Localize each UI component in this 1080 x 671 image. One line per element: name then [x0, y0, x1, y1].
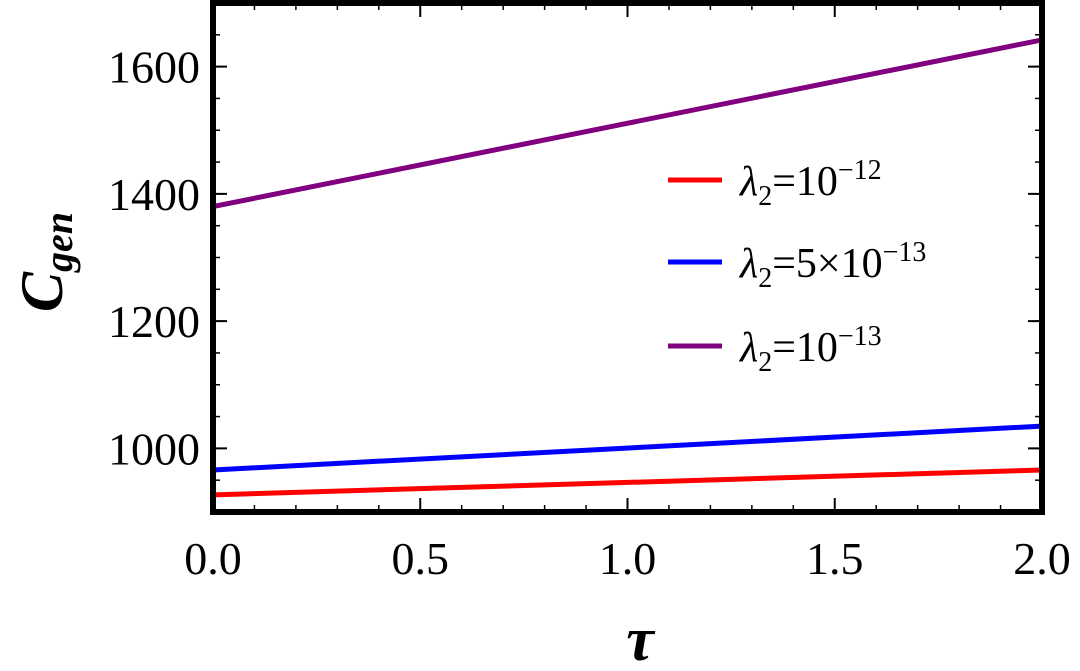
- y-tick-label: 1000: [108, 423, 200, 474]
- y-tick-label: 1600: [108, 42, 200, 93]
- x-tick-label: 0.5: [392, 533, 450, 584]
- legend-entry: λ2=10−13: [668, 321, 882, 378]
- series-line-1: [212, 467, 1043, 498]
- legend-label: λ2=5×10−13: [738, 237, 926, 294]
- x-tick-label: 0.0: [184, 533, 242, 584]
- y-axis: 1000 1200 1400 1600: [108, 2, 1042, 513]
- legend-entry: λ2=10−12: [668, 155, 882, 212]
- plot-lines: [212, 37, 1043, 498]
- x-axis-label: τ: [626, 606, 656, 671]
- y-axis-label-main: C: [9, 271, 75, 312]
- x-axis: 0.0 0.5 1.0 1.5 2.0: [184, 3, 1071, 584]
- series-line-3: [212, 37, 1043, 210]
- series-line-2: [212, 423, 1043, 473]
- x-tick-label: 1.5: [806, 533, 864, 584]
- y-axis-label: Cgen: [9, 212, 81, 312]
- y-tick-label: 1400: [108, 169, 200, 220]
- y-axis-label-subscript: gen: [36, 212, 81, 273]
- x-tick-label: 1.0: [599, 533, 657, 584]
- legend-label: λ2=10−13: [738, 321, 882, 378]
- legend-entry: λ2=5×10−13: [668, 237, 926, 294]
- x-tick-label: 2.0: [1013, 533, 1071, 584]
- y-tick-label: 1200: [108, 296, 200, 347]
- legend: λ2=10−12 λ2=5×10−13 λ2=10−13: [668, 155, 926, 378]
- legend-label: λ2=10−12: [738, 155, 882, 212]
